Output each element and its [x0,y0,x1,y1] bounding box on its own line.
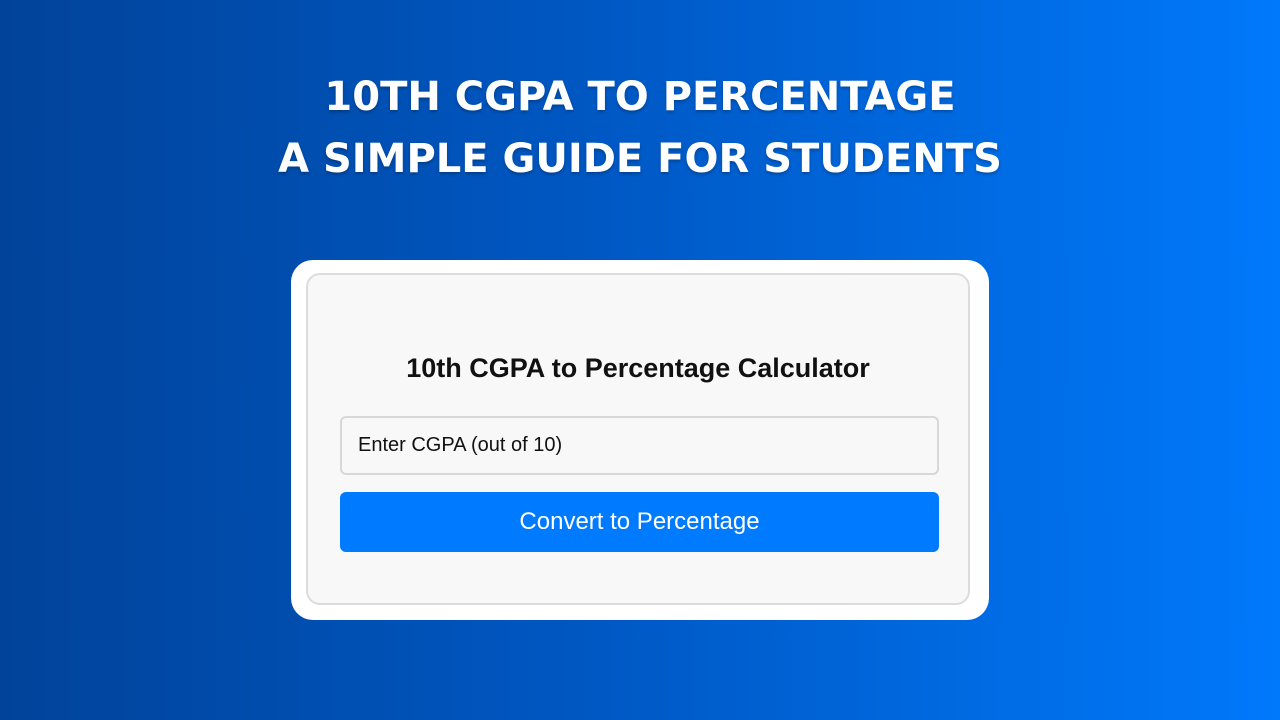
calculator-title: 10th CGPA to Percentage Calculator [406,353,870,383]
calculator-card: 10th CGPA to Percentage Calculator Conve… [306,273,970,605]
convert-button[interactable]: Convert to Percentage [340,492,939,552]
headline-line-1: 10TH CGPA TO PERCENTAGE [324,74,956,120]
calculator-frame: 10th CGPA to Percentage Calculator Conve… [291,260,989,620]
cgpa-input[interactable] [340,416,939,475]
page-headline: 10TH CGPA TO PERCENTAGE A SIMPLE GUIDE F… [0,66,1280,190]
headline-line-2: A SIMPLE GUIDE FOR STUDENTS [278,136,1002,182]
